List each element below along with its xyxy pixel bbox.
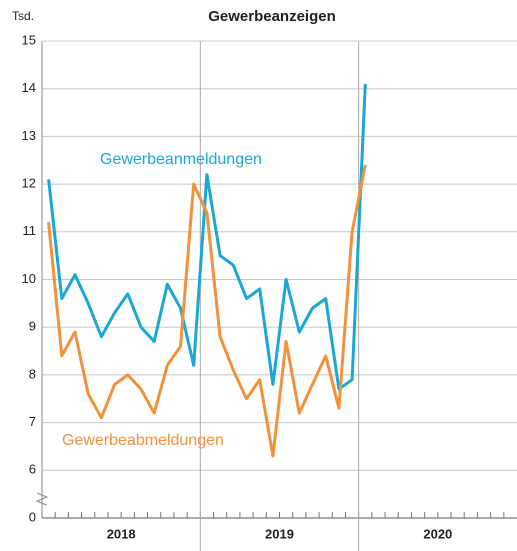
x-group-label: 2020 xyxy=(423,526,452,541)
y-tick-label: 0 xyxy=(29,509,36,524)
y-tick-label: 12 xyxy=(22,176,36,191)
y-tick-label: 11 xyxy=(23,223,37,238)
y-tick-label: 10 xyxy=(22,271,36,286)
series-label: Gewerbeabmeldungen xyxy=(62,432,224,449)
y-tick-label: 9 xyxy=(29,319,36,334)
x-group-label: 2019 xyxy=(265,526,294,541)
series-line xyxy=(47,164,367,458)
y-tick-label: 13 xyxy=(22,128,36,143)
chart-title: Gewerbeanzeigen xyxy=(208,8,336,25)
x-group-label: 2018 xyxy=(107,526,136,541)
y-axis-label: Tsd. xyxy=(12,9,34,23)
y-tick-label: 6 xyxy=(29,462,36,477)
series-label: Gewerbeanmeldungen xyxy=(100,151,262,168)
y-tick-label: 7 xyxy=(29,414,36,429)
y-tick-label: 14 xyxy=(22,80,36,95)
y-tick-label: 8 xyxy=(29,366,36,381)
y-tick-label: 15 xyxy=(22,32,36,47)
series-line xyxy=(47,83,367,391)
